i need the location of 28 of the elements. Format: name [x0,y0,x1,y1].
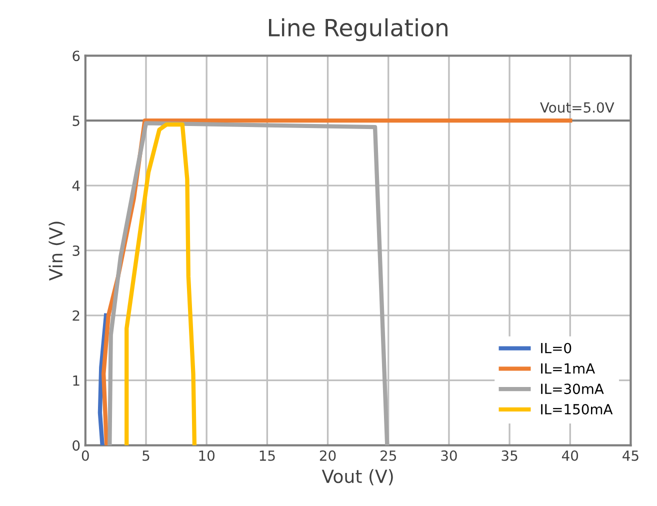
legend-label: IL=1mA [541,363,595,374]
x-tick-label: 5 [142,450,150,461]
x-tick-label: 15 [260,450,275,461]
y-tick-label: 6 [72,50,80,62]
y-axis-title: Vin (V) [48,222,65,281]
line-series [108,121,390,446]
line-series [98,313,108,446]
y-tick-label: 0 [72,440,80,451]
y-tick-label: 1 [73,375,80,386]
x-tick-label: 20 [320,450,336,461]
x-tick-label: 0 [82,450,89,461]
x-tick-label: 10 [199,450,215,461]
x-tick-label: 40 [562,450,578,461]
y-tick-label: 5 [72,116,80,126]
legend-label: IL=30mA [541,384,604,394]
ref-line-label: Vout=5.0V [540,102,614,113]
x-axis-title: Vout (V) [322,469,393,486]
chart-title: Line Regulation [268,18,448,42]
x-tick-label: 25 [380,450,396,461]
legend-label: IL=0 [541,342,572,354]
legend-label: IL=150mA [541,404,613,415]
y-tick-label: 3 [72,245,80,256]
x-tick-label: 45 [622,450,638,461]
y-tick-label: 4 [72,180,80,191]
x-tick-label: 35 [502,450,518,461]
x-tick-label: 30 [441,450,457,461]
line-series [124,122,197,446]
y-tick-label: 2 [72,310,80,321]
